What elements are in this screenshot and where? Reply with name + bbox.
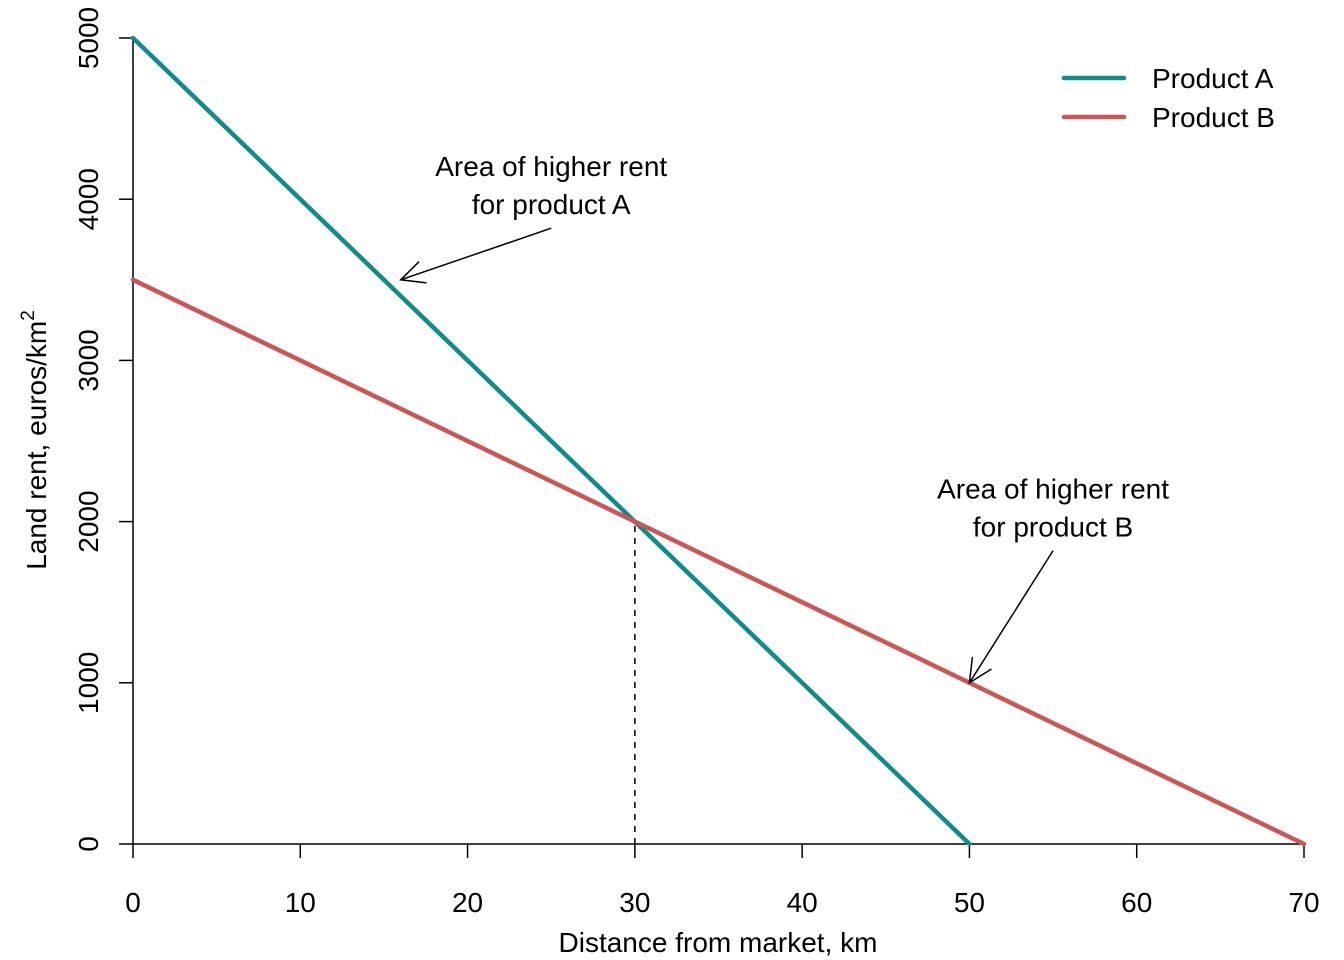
x-tick-label: 70 — [1288, 887, 1319, 918]
annotation-text-line: Area of higher rent — [937, 474, 1169, 505]
annotations: Area of higher rent for product A Area of … — [399, 151, 1169, 685]
y-tick-label: 2000 — [73, 490, 104, 552]
annotation-arrow-head — [399, 261, 427, 284]
legend: Product A Product B — [1061, 63, 1275, 133]
series-line-product-b — [130, 277, 1307, 847]
annotation-text-line: Area of higher rent — [435, 151, 667, 182]
y-axis-title: Land rent, euros/km2 — [18, 310, 52, 570]
y-tick-label: 0 — [73, 836, 104, 852]
y-ticks: 0 1000 2000 3000 4000 5000 — [73, 7, 133, 852]
y-tick-label: 4000 — [73, 168, 104, 230]
y-tick-label: 5000 — [73, 7, 104, 69]
series-group — [130, 35, 1307, 847]
x-tick-label: 30 — [619, 887, 650, 918]
annotation-text-line: for product B — [973, 512, 1133, 543]
annotation-arrow-shaft — [400, 227, 552, 281]
y-axis-title-main: Land rent, euros/km — [21, 321, 52, 570]
annotation-text-line: for product A — [472, 189, 631, 220]
x-tick-label: 10 — [285, 887, 316, 918]
series-line-product-a — [130, 35, 972, 847]
y-axis-title-superscript: 2 — [18, 310, 39, 321]
annotation-arrow-shaft — [968, 550, 1054, 684]
x-tick-label: 60 — [1121, 887, 1152, 918]
y-tick-label: 1000 — [73, 652, 104, 714]
x-axis-title: Distance from market, km — [559, 927, 878, 958]
axes: 0 10 20 30 40 50 60 70 0 1000 2000 3000 4000 5000 — [73, 7, 1320, 918]
x-tick-label: 20 — [452, 887, 483, 918]
x-tick-label: 50 — [954, 887, 985, 918]
legend-label: Product A — [1152, 63, 1274, 94]
annotation-arrow-head — [968, 656, 992, 685]
x-tick-label: 40 — [787, 887, 818, 918]
x-ticks: 0 10 20 30 40 50 60 70 — [125, 844, 1320, 918]
y-tick-label: 3000 — [73, 329, 104, 391]
legend-label: Product B — [1152, 102, 1275, 133]
x-tick-label: 0 — [125, 887, 141, 918]
